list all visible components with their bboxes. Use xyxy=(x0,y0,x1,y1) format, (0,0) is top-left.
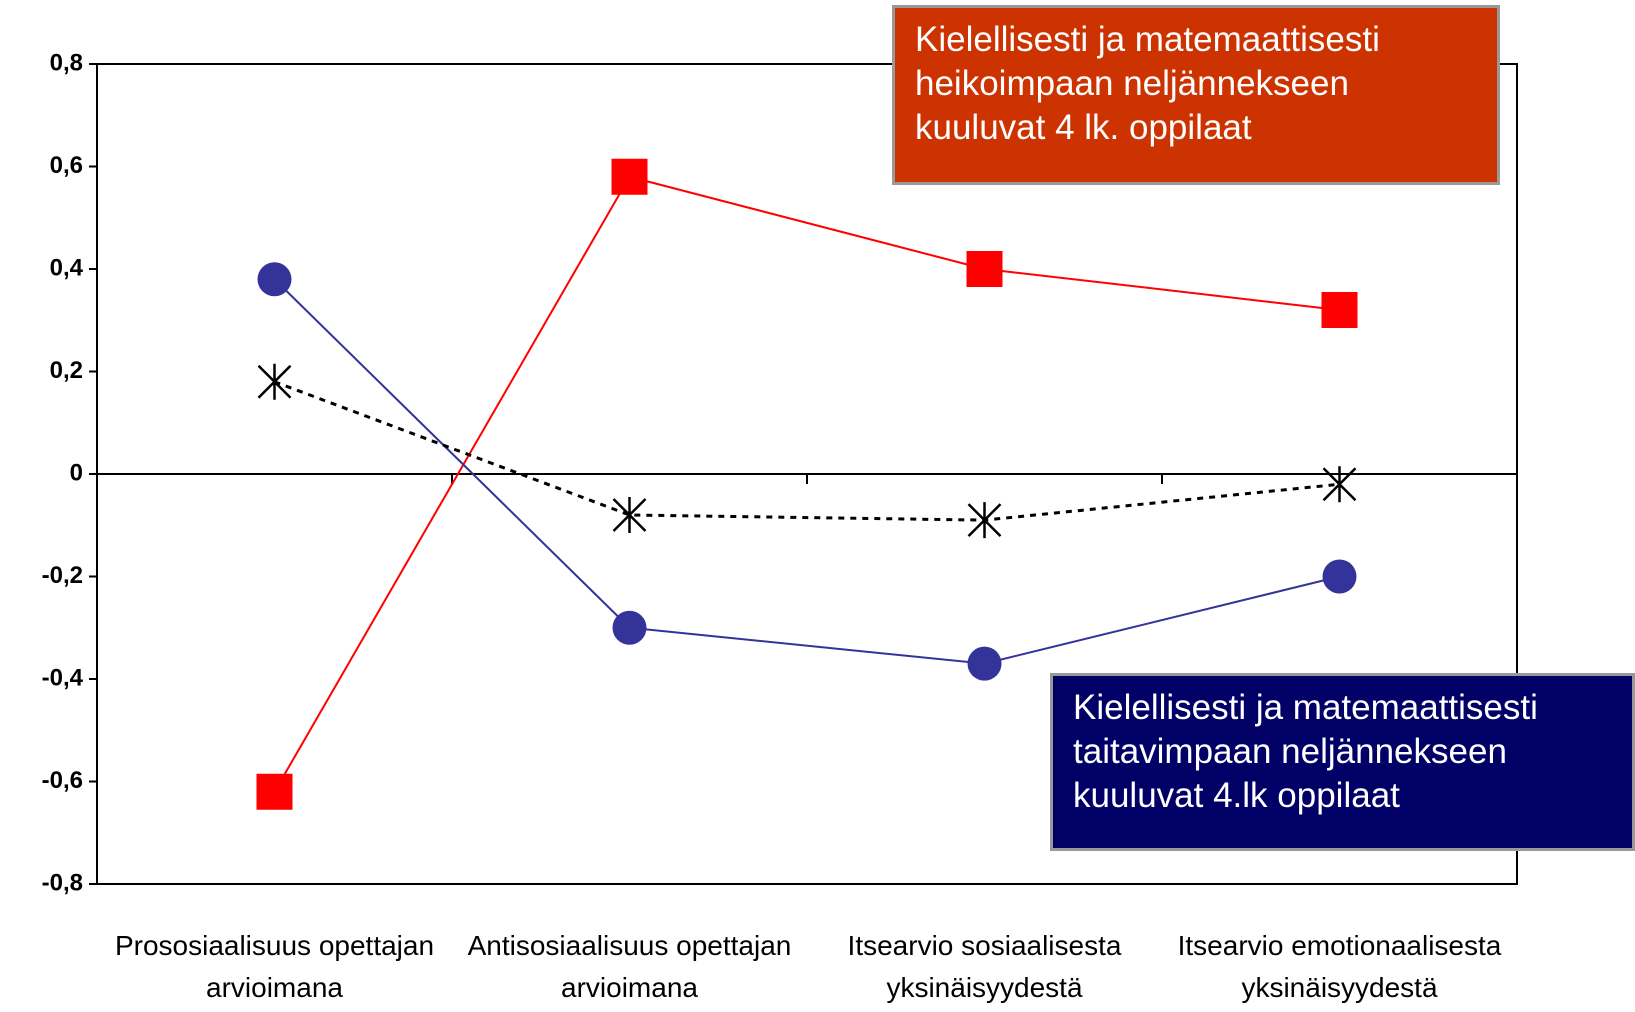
y-tick-label: -0,6 xyxy=(42,767,83,794)
series-line xyxy=(273,278,1340,665)
x-tick-label: Itsearvio sosiaalisesta yksinäisyydestä xyxy=(847,930,1122,1003)
y-tick-label: 0,6 xyxy=(50,152,83,179)
marker xyxy=(967,646,1002,681)
marker xyxy=(967,502,1002,539)
x-tick-label: Antisosiaalisuus opettajan arvioimana xyxy=(467,930,792,1003)
marker xyxy=(256,773,293,810)
marker xyxy=(612,497,647,533)
legend-entry: Kielellisesti ja matemaattisesti heikoim… xyxy=(892,5,1500,185)
x-tick-label: Prososiaalisuus opettajan arvioimana xyxy=(114,930,435,1003)
y-tick-label: -0,2 xyxy=(42,562,83,589)
marker xyxy=(611,158,648,195)
y-tick-label: -0,4 xyxy=(42,664,84,691)
legend-entry: Kielellisesti ja matemaattisesti taitavi… xyxy=(1050,673,1635,851)
y-tick-label: 0,4 xyxy=(50,254,84,281)
y-tick-label: 0,2 xyxy=(50,357,83,384)
y-tick-label: 0,8 xyxy=(50,49,83,76)
y-tick-label: -0,8 xyxy=(42,869,83,896)
marker xyxy=(1321,292,1358,328)
marker xyxy=(1322,559,1357,594)
marker xyxy=(966,251,1003,287)
marker xyxy=(257,262,292,297)
series-line xyxy=(273,175,1340,793)
marker xyxy=(257,363,292,400)
marker xyxy=(612,610,647,645)
marker xyxy=(1322,466,1357,503)
x-tick-label: Itsearvio emotionaalisesta yksinäisyydes… xyxy=(1177,930,1502,1003)
y-tick-label: 0 xyxy=(70,459,83,486)
series-line xyxy=(273,380,1340,522)
